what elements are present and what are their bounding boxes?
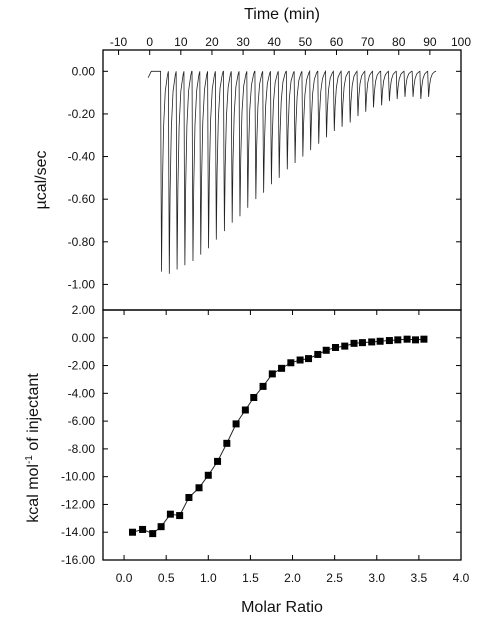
- top-x-tick-label: -10: [110, 35, 128, 49]
- bottom-x-tick-label: 3.0: [368, 571, 385, 585]
- top-x-tick-label: 100: [451, 35, 471, 49]
- bottom-x-tick-label: 4.0: [453, 571, 470, 585]
- bottom-y-tick-label: -4.00: [68, 386, 96, 400]
- data-point: [176, 512, 184, 520]
- thermogram-line: [147, 69, 437, 274]
- top-x-tick-label: 70: [361, 35, 375, 49]
- bottom-y-axis-title: kcal mol-1 of injectant: [24, 373, 42, 523]
- data-point: [278, 364, 286, 372]
- top-x-tick-label: 40: [268, 35, 282, 49]
- data-point: [341, 342, 349, 350]
- data-point: [128, 528, 136, 536]
- top-y-axis-title: µcal/sec: [33, 150, 50, 209]
- data-point: [139, 525, 147, 533]
- top-x-tick-label: 20: [205, 35, 219, 49]
- bottom-y-tick-label: 0.00: [72, 331, 96, 345]
- top-y-tick-label: -0.40: [68, 150, 96, 164]
- bottom-x-tick-label: 1.0: [200, 571, 217, 585]
- raw-heat-trace: [147, 69, 437, 274]
- top-y-tick-label: -0.80: [68, 235, 96, 249]
- top-x-axis-title: Time (min): [244, 6, 320, 23]
- bottom-x-axis-title: Molar Ratio: [241, 599, 323, 616]
- top-x-tick-label: 90: [423, 35, 437, 49]
- bottom-x-tick-label: 2.5: [326, 571, 343, 585]
- top-y-axis-ticks: 0.00 -0.20 -0.40 -0.60 -0.80 -1.00: [68, 64, 461, 291]
- data-point: [241, 406, 249, 414]
- top-y-tick-label: 0.00: [72, 64, 96, 78]
- top-x-tick-label: 0: [146, 35, 153, 49]
- data-point: [185, 494, 193, 501]
- top-x-tick-label: 60: [330, 35, 344, 49]
- top-x-tick-label: 50: [299, 35, 313, 49]
- top-x-tick-label: 10: [174, 35, 188, 49]
- bottom-y-tick-label: -2.00: [68, 359, 96, 373]
- data-point: [157, 523, 165, 531]
- data-point: [166, 510, 174, 518]
- bottom-x-tick-label: 3.5: [411, 571, 428, 585]
- data-point: [259, 382, 267, 390]
- top-x-tick-label: 80: [392, 35, 406, 49]
- bottom-y-tick-label: -6.00: [68, 414, 96, 428]
- data-point: [368, 338, 376, 346]
- bottom-y-tick-label: -14.00: [61, 525, 95, 539]
- bottom-y-tick-label: 2.00: [72, 303, 96, 317]
- bottom-x-tick-label: 2.0: [284, 571, 301, 585]
- bottom-x-tick-label: 0.5: [158, 571, 175, 585]
- data-point: [204, 471, 212, 479]
- top-y-tick-label: -0.20: [68, 107, 96, 121]
- data-point: [268, 370, 276, 378]
- top-y-tick-label: -1.00: [68, 277, 96, 291]
- data-point: [376, 337, 384, 345]
- data-point: [296, 356, 304, 364]
- data-point: [394, 336, 402, 344]
- data-point: [305, 355, 313, 363]
- data-point: [385, 337, 393, 345]
- data-point: [250, 394, 258, 401]
- data-point: [223, 439, 231, 447]
- bottom-y-tick-label: -8.00: [68, 442, 96, 456]
- data-point: [358, 339, 366, 347]
- bottom-x-tick-label: 0.0: [116, 571, 133, 585]
- data-point: [287, 359, 295, 367]
- bottom-y-tick-label: -10.00: [61, 470, 95, 484]
- data-point: [214, 457, 222, 465]
- bottom-panel-frame: [102, 309, 462, 561]
- top-x-tick-label: 30: [236, 35, 250, 49]
- integrated-heat-points: [128, 335, 428, 538]
- top-y-tick-label: -0.60: [68, 192, 96, 206]
- data-point: [403, 335, 411, 343]
- bottom-y-tick-label: -12.00: [61, 497, 95, 511]
- data-point: [350, 339, 358, 347]
- bottom-y-axis-ticks: 2.00 0.00 -2.00 -4.00 -6.00 -8.00 -10.00 -12.00…: [61, 303, 461, 567]
- bottom-x-axis-ticks: 0.0 0.5 1.0 1.5 2.0 2.5 3.0 3.5 4.0: [116, 310, 470, 585]
- bottom-y-tick-label: -16.00: [61, 553, 95, 567]
- data-point: [322, 346, 330, 354]
- data-point: [149, 530, 157, 538]
- data-point: [232, 420, 240, 428]
- data-point: [195, 484, 203, 492]
- top-x-axis-ticks: -10 0 10 20 30 40 50 60 70 80 90 100: [110, 35, 471, 55]
- data-point: [412, 336, 420, 344]
- data-point: [420, 335, 428, 343]
- bottom-x-tick-label: 1.5: [242, 571, 259, 585]
- data-point: [314, 350, 322, 358]
- data-point: [331, 344, 339, 351]
